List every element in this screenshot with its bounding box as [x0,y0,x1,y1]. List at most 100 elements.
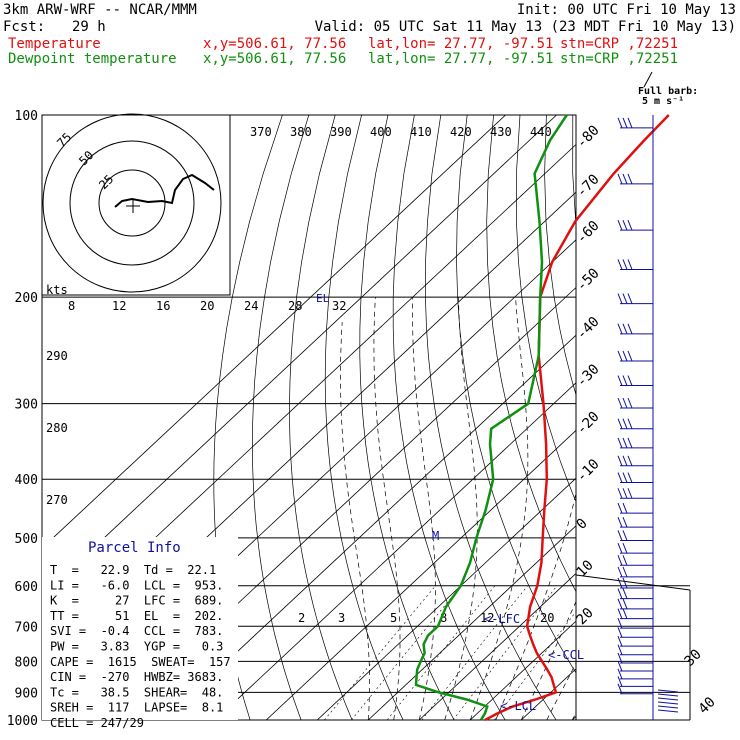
wind-barb-flag [622,472,628,483]
isotherm-30 [520,668,576,720]
mixing-ratio-top-label-20: 20 [200,299,214,313]
pressure-label-700: 700 [15,620,38,635]
wind-barb-flag [617,577,623,589]
mixing-ratio-top-label-32: 32 [332,299,346,313]
wind-barb-flag [617,617,623,629]
wind-barb [617,418,653,430]
mixing-ratio-top-label-16: 16 [156,299,170,313]
wind-barb-flag [617,293,623,304]
dewpoint-xy: x,y=506.61, 77.56 [203,51,347,67]
wind-barb [617,530,653,541]
hodograph-inset: 75 50 25 kts [41,113,231,297]
parcel-info-row: LI = -6.0 LCL = 953. [50,578,223,592]
wind-barbs [617,117,679,713]
pressure-label-600: 600 [15,580,38,595]
forecast-label: Fcst: [3,19,46,35]
mixing-ratio-top-label-8: 8 [68,299,75,313]
wind-barb-flag [622,530,628,541]
wind-barb-flag [617,652,623,664]
dry-adiabat-300 [392,115,506,720]
wind-barb-flag [617,530,623,541]
wind-barb-flag [617,488,623,499]
wind-barb-flag [617,437,623,449]
parcel-info-title: Parcel Info [88,540,181,556]
dry-adiabat-grid [213,115,740,720]
wind-barb-flag [617,259,623,270]
temperature-label--80: -80 [574,122,603,151]
dry-adiabat-390 [652,115,740,720]
wind-barb-flag [617,598,623,610]
wind-barb-flag [617,635,623,647]
parcel-info-rows: T = 22.9 Td = 22.1LI = -6.0 LCL = 953. K … [50,563,231,730]
wind-barb-flag [627,455,633,466]
wind-barb-flag [627,219,633,231]
temperature-profile [484,114,670,722]
wind-barb-surface [657,697,679,701]
wind-barb-flag [617,683,623,694]
mixing-ratio-top-label-28: 28 [288,299,302,313]
pressure-label-500: 500 [15,532,38,547]
pressure-label-900: 900 [15,686,38,701]
wind-barb-flag [622,293,628,304]
mixing-ratio-bottom-label-12: 12 [480,611,494,625]
wind-barb-flag [622,555,628,566]
wind-barb [617,117,653,129]
wind-barb [617,543,653,554]
moist-adiabat-5 [373,297,401,720]
dewpoint-profile [414,114,568,721]
wind-barb [617,293,653,305]
wind-legend-line1: Full barb: [638,86,698,97]
temperature-label--20: -20 [574,409,603,438]
wind-barb [617,173,653,185]
wind-barb-flag [622,323,628,335]
temperature-label-20: 20 [574,605,597,628]
wind-barb-flag [617,117,623,129]
dry-adiabat-410 [705,115,740,720]
model-title: 3km ARW-WRF -- NCAR/MMM [3,2,197,18]
dry-adiabat-310 [425,115,557,720]
dry-adiabat-290 [359,115,455,720]
wind-barb [617,588,653,600]
wind-barb-flag [627,418,633,429]
theta-label-400: 400 [370,125,392,139]
pressure-axis-labels: 100 200 300 400 500 600 700 800 900 1000 [7,109,38,729]
wind-barb-flag [617,555,623,566]
moist-adiabat-0 [340,322,370,720]
pressure-label-800: 800 [15,655,38,670]
wind-barb-flag [627,173,633,185]
wind-barb [617,516,653,528]
isotherm-0 [367,525,576,720]
wind-barb-flag [622,502,628,514]
wind-barb-flag [622,608,628,619]
temperature-label--40: -40 [574,314,603,343]
wind-barb [617,608,653,620]
parcel-info-row: CAPE = 1615 SWEAT= 157 [50,655,231,669]
mixing-ratio-top-label-24: 24 [244,299,258,313]
wind-barb-flag [622,455,628,466]
wind-barb-flag [622,488,628,499]
dry-adiabat-330 [486,115,576,593]
wind-barb [617,437,653,449]
temperature-label--60: -60 [574,218,603,247]
dry-adiabat-270 [289,115,353,720]
wind-barb-flag [617,375,623,386]
wind-barb-flag [617,543,623,554]
wind-legend-line2: 5 m s⁻¹ [642,96,684,107]
isotherm--40 [163,334,576,720]
theta-lower-label-290: 290 [46,349,68,363]
temperature-label--10: -10 [574,456,603,485]
legend-dewpoint: Dewpoint temperature [8,51,177,67]
temperature-label--70: -70 [574,171,603,200]
wind-barb [617,323,653,335]
wind-barb-flag [617,566,623,578]
isotherm-50 [623,115,740,720]
parcel-info-row: TT = 51 EL = 202. [50,609,223,623]
temperature-station: stn=CRP ,72251 [560,36,679,52]
wind-barb-flag [617,418,623,429]
wind-barb-flag [622,588,628,599]
wind-barb-flag [617,502,623,514]
theta-label-420: 420 [450,125,472,139]
wind-barb [617,472,653,484]
isotherm--30 [214,382,576,720]
theta-label-380: 380 [290,125,312,139]
